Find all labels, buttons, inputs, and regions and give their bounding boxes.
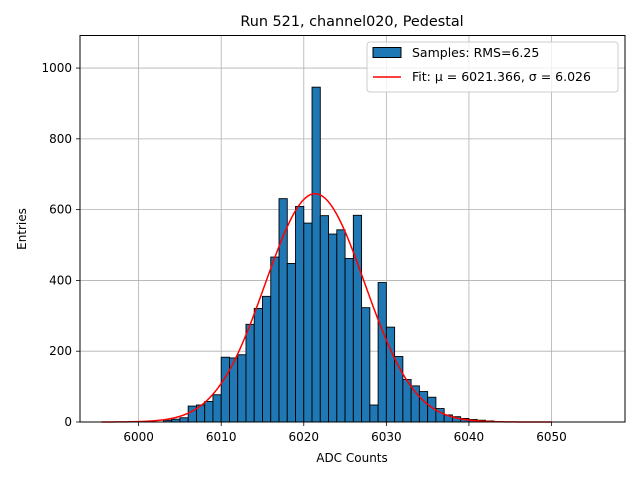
histogram-bar (237, 354, 247, 423)
x-axis-ticks: 6000 6010 6020 6030 6040 6050 (123, 422, 567, 444)
x-axis-label: ADC Counts (316, 451, 388, 465)
histogram-bar (336, 229, 346, 423)
histogram-bar (311, 86, 321, 423)
y-axis-ticks: 0 200 400 600 800 1000 (41, 61, 80, 429)
histogram-bar (328, 233, 338, 423)
histogram-bar (253, 307, 263, 423)
x-tick-label: 6040 (454, 430, 485, 444)
histogram-bar (179, 417, 189, 423)
histogram-bar (278, 198, 288, 423)
fit-curve (101, 192, 552, 423)
y-tick-label: 400 (49, 273, 72, 287)
histogram-bar (187, 405, 197, 423)
x-tick-label: 6030 (371, 430, 402, 444)
histogram-bar (295, 206, 305, 423)
histogram-bar (286, 262, 296, 423)
legend-box (366, 41, 619, 93)
histogram-bar (344, 258, 354, 423)
x-tick-label: 6020 (289, 430, 320, 444)
x-tick-label: 6050 (536, 430, 567, 444)
histogram-bar (270, 256, 280, 423)
histogram-bar (262, 295, 272, 423)
histogram-bar (303, 222, 313, 423)
legend-label-samples: Samples: RMS=6.25 (412, 45, 539, 60)
histogram-bar (418, 391, 429, 423)
y-tick-label: 0 (64, 415, 72, 429)
y-tick-label: 1000 (41, 61, 72, 75)
chart-title: Run 521, channel020, Pedestal (240, 14, 463, 30)
histogram-bars (162, 86, 495, 423)
histogram-bar (352, 214, 363, 423)
histogram-bar (204, 401, 214, 423)
y-axis-label: Entries (15, 208, 29, 250)
y-tick-label: 200 (49, 344, 72, 358)
y-tick-label: 600 (49, 203, 72, 217)
histogram-bar (369, 404, 379, 423)
histogram-bar (212, 394, 222, 423)
histogram-bar (319, 215, 330, 423)
x-tick-label: 6000 (123, 430, 154, 444)
plot-frame (79, 35, 626, 423)
histogram-bar (220, 356, 230, 423)
y-tick-label: 800 (49, 132, 72, 146)
histogram-bar (377, 282, 387, 423)
legend-swatch-samples (372, 47, 402, 58)
legend-label-fit: Fit: μ = 6021.366, σ = 6.026 (412, 69, 591, 84)
x-tick-label: 6010 (206, 430, 237, 444)
legend: Samples: RMS=6.25 Fit: μ = 6021.366, σ =… (366, 41, 619, 93)
histogram-bar (245, 323, 255, 423)
histogram-bar (361, 307, 371, 423)
